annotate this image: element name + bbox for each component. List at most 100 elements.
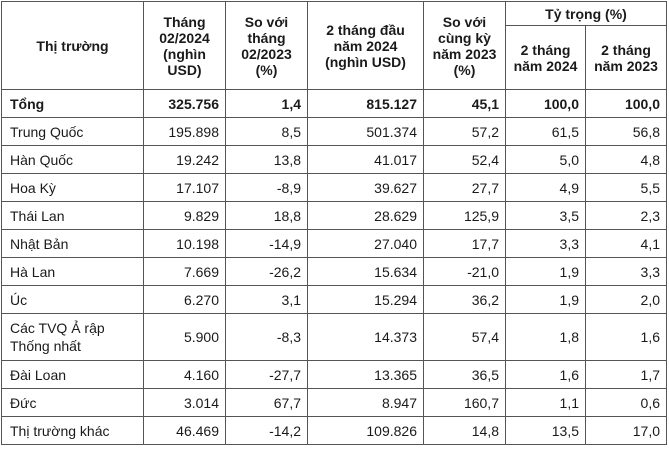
- cell-market: Đài Loan: [1, 360, 144, 389]
- cell-two-months-2024: 15.294: [307, 285, 424, 314]
- cell-two-months-2024: 27.040: [307, 229, 424, 258]
- cell-share-2023: 56,8: [585, 117, 667, 146]
- cell-two-months-2024: 8.947: [307, 388, 424, 417]
- cell-share-2023: 17,0: [585, 416, 667, 445]
- cell-share-2023: 1,7: [585, 360, 667, 389]
- cell-market: Hà Lan: [1, 257, 144, 286]
- cell-market: Thái Lan: [1, 201, 144, 230]
- cell-share-2024: 1,8: [505, 313, 586, 361]
- cell-share-2023: 2,0: [585, 285, 667, 314]
- cell-market: Hàn Quốc: [1, 145, 144, 174]
- cell-market: Thị trường khác: [1, 416, 144, 445]
- header-market: Thị trường: [1, 1, 144, 90]
- cell-two-months-2024: 41.017: [307, 145, 424, 174]
- cell-vs-feb2023: 3,1: [225, 285, 308, 314]
- cell-share-2024: 1,9: [505, 285, 586, 314]
- cell-share-2023: 0,6: [585, 388, 667, 417]
- cell-two-months-2024: 501.374: [307, 117, 424, 146]
- cell-feb2024: 3.014: [143, 388, 226, 417]
- cell-vs-same-period: 36,2: [423, 285, 506, 314]
- table-row: Các TVQ Ả rập Thống nhất 5.900 -8,3 14.3…: [1, 313, 667, 361]
- table-row: Trung Quốc 195.898 8,5 501.374 57,2 61,5…: [1, 117, 667, 146]
- cell-share-2023: 5,5: [585, 173, 667, 202]
- cell-two-months-2024: 28.629: [307, 201, 424, 230]
- header-feb2024: Tháng 02/2024 (nghìn USD): [143, 1, 226, 90]
- cell-share-2024: 61,5: [505, 117, 586, 146]
- cell-two-months-2024: 39.627: [307, 173, 424, 202]
- cell-share-2024: 13,5: [505, 416, 586, 445]
- cell-two-months-2024: 815.127: [307, 89, 424, 118]
- cell-feb2024: 7.669: [143, 257, 226, 286]
- table-row: Nhật Bản 10.198 -14,9 27.040 17,7 3,3 4,…: [1, 229, 667, 258]
- cell-vs-feb2023: 8,5: [225, 117, 308, 146]
- cell-two-months-2024: 109.826: [307, 416, 424, 445]
- table-row: Tổng 325.756 1,4 815.127 45,1 100,0 100,…: [1, 89, 667, 118]
- cell-feb2024: 6.270: [143, 285, 226, 314]
- cell-share-2023: 100,0: [585, 89, 667, 118]
- cell-share-2023: 1,6: [585, 313, 667, 361]
- table-row: Hà Lan 7.669 -26,2 15.634 -21,0 1,9 3,3: [1, 257, 667, 286]
- table-row: Hoa Kỳ 17.107 -8,9 39.627 27,7 4,9 5,5: [1, 173, 667, 202]
- cell-feb2024: 10.198: [143, 229, 226, 258]
- table-row: Thái Lan 9.829 18,8 28.629 125,9 3,5 2,3: [1, 201, 667, 230]
- cell-vs-feb2023: -14,9: [225, 229, 308, 258]
- cell-share-2023: 3,3: [585, 257, 667, 286]
- cell-share-2024: 5,0: [505, 145, 586, 174]
- header-share-group: Tỷ trọng (%): [505, 1, 667, 26]
- header-two-months-2024: 2 tháng đầu năm 2024 (nghìn USD): [307, 1, 424, 90]
- cell-feb2024: 19.242: [143, 145, 226, 174]
- cell-vs-same-period: 45,1: [423, 89, 506, 118]
- cell-share-2024: 4,9: [505, 173, 586, 202]
- cell-market: Tổng: [1, 89, 144, 118]
- cell-vs-same-period: 14,8: [423, 416, 506, 445]
- cell-vs-feb2023: -26,2: [225, 257, 308, 286]
- cell-two-months-2024: 14.373: [307, 313, 424, 361]
- table-row: Úc 6.270 3,1 15.294 36,2 1,9 2,0: [1, 285, 667, 314]
- cell-market: Đức: [1, 388, 144, 417]
- cell-feb2024: 17.107: [143, 173, 226, 202]
- cell-feb2024: 46.469: [143, 416, 226, 445]
- header-vs-same-period: So với cùng kỳ năm 2023 (%): [423, 1, 506, 90]
- cell-share-2024: 3,5: [505, 201, 586, 230]
- cell-market: Trung Quốc: [1, 117, 144, 146]
- cell-market: Nhật Bản: [1, 229, 144, 258]
- cell-feb2024: 5.900: [143, 313, 226, 361]
- cell-share-2024: 3,3: [505, 229, 586, 258]
- cell-two-months-2024: 13.365: [307, 360, 424, 389]
- header-share-2023: 2 tháng năm 2023: [585, 25, 667, 90]
- cell-vs-feb2023: 18,8: [225, 201, 308, 230]
- cell-share-2024: 100,0: [505, 89, 586, 118]
- cell-vs-same-period: 36,5: [423, 360, 506, 389]
- cell-market: Các TVQ Ả rập Thống nhất: [1, 313, 144, 361]
- cell-vs-same-period: 52,4: [423, 145, 506, 174]
- cell-share-2024: 1,9: [505, 257, 586, 286]
- cell-share-2023: 2,3: [585, 201, 667, 230]
- cell-vs-feb2023: -8,3: [225, 313, 308, 361]
- cell-market: Hoa Kỳ: [1, 173, 144, 202]
- cell-vs-feb2023: -8,9: [225, 173, 308, 202]
- cell-share-2023: 4,1: [585, 229, 667, 258]
- cell-two-months-2024: 15.634: [307, 257, 424, 286]
- cell-vs-same-period: 57,2: [423, 117, 506, 146]
- cell-vs-feb2023: 67,7: [225, 388, 308, 417]
- table-row: Thị trường khác 46.469 -14,2 109.826 14,…: [1, 416, 667, 445]
- cell-feb2024: 9.829: [143, 201, 226, 230]
- cell-share-2023: 4,8: [585, 145, 667, 174]
- cell-share-2024: 1,1: [505, 388, 586, 417]
- table-row: Đức 3.014 67,7 8.947 160,7 1,1 0,6: [1, 388, 667, 417]
- cell-vs-feb2023: 13,8: [225, 145, 308, 174]
- cell-vs-feb2023: -27,7: [225, 360, 308, 389]
- cell-feb2024: 195.898: [143, 117, 226, 146]
- cell-vs-same-period: 160,7: [423, 388, 506, 417]
- cell-vs-same-period: -21,0: [423, 257, 506, 286]
- table-row: Đài Loan 4.160 -27,7 13.365 36,5 1,6 1,7: [1, 360, 667, 389]
- cell-market: Úc: [1, 285, 144, 314]
- cell-vs-same-period: 125,9: [423, 201, 506, 230]
- cell-vs-same-period: 17,7: [423, 229, 506, 258]
- cell-feb2024: 4.160: [143, 360, 226, 389]
- cell-vs-feb2023: -14,2: [225, 416, 308, 445]
- cell-share-2024: 1,6: [505, 360, 586, 389]
- cell-vs-same-period: 27,7: [423, 173, 506, 202]
- cell-feb2024: 325.756: [143, 89, 226, 118]
